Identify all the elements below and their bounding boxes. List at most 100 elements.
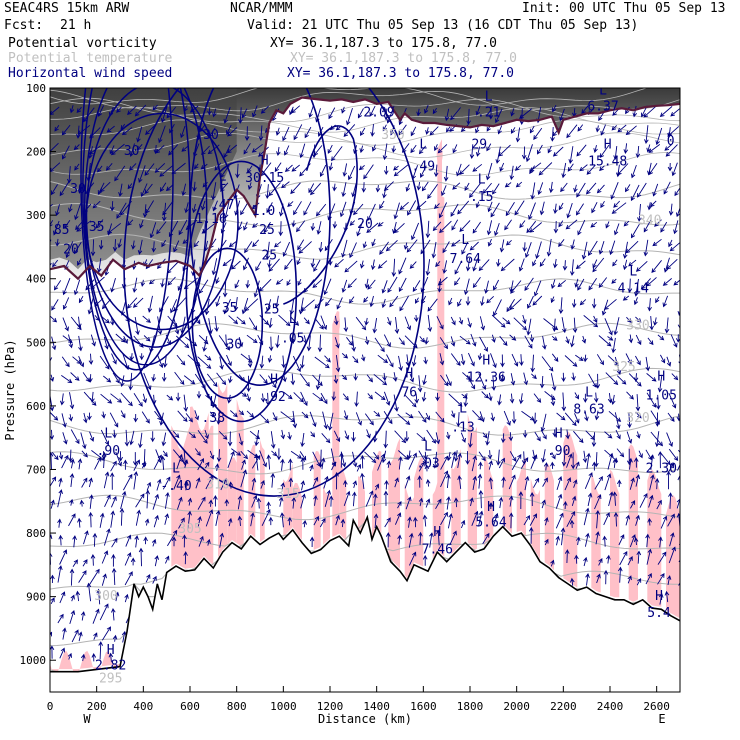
wind-vector [418, 497, 424, 507]
wind-vector [464, 182, 470, 192]
wind-vector [296, 258, 301, 266]
wind-vector [50, 597, 55, 605]
wind-vector [147, 295, 153, 313]
wind-vector [523, 514, 530, 526]
wind-vector [134, 317, 140, 336]
field-label: H [433, 525, 441, 540]
wind-vector [124, 593, 129, 603]
wind-vector [571, 372, 576, 382]
wind-vector [654, 477, 660, 490]
wind-vector [54, 125, 60, 132]
wind-vector [175, 335, 190, 349]
wind-vector [88, 374, 93, 383]
wind-vector [560, 182, 568, 193]
field-label: L [478, 172, 486, 187]
wind-vector [575, 461, 580, 469]
wind-vector [648, 144, 661, 153]
wind-vector [73, 241, 82, 255]
y-tick-label: 100 [26, 82, 46, 95]
wind-vector [403, 242, 409, 250]
wind-vector [314, 318, 324, 330]
wind-vector [151, 241, 157, 253]
wind-vector [463, 278, 470, 296]
wind-vector [153, 454, 162, 470]
wind-vector [110, 393, 123, 403]
rh-patch-13 [339, 457, 347, 541]
wind-vector [646, 144, 651, 153]
wind-vector [150, 431, 155, 443]
wind-vector [484, 280, 489, 294]
wind-vector [435, 432, 441, 445]
wind-vector [425, 259, 431, 276]
field-label: 25 [264, 303, 280, 318]
wind-vector [643, 219, 652, 233]
field-label: L [209, 395, 217, 410]
wind-vector [668, 546, 676, 564]
wind-vector [465, 257, 471, 272]
theta-contour-18 [50, 89, 680, 112]
field-label: .92 [262, 390, 285, 405]
wind-vector [588, 240, 598, 256]
wind-vector [240, 450, 249, 460]
wind-vector [603, 569, 609, 585]
wind-vector [119, 507, 125, 526]
wind-vector [246, 165, 253, 174]
wind-vector [103, 375, 112, 383]
wind-vector [143, 536, 148, 545]
wind-vector [283, 145, 290, 156]
wind-vector [497, 394, 502, 406]
field-label: .21 [477, 106, 500, 121]
wind-vector [97, 105, 105, 117]
speed-contour-core-1 [185, 160, 298, 423]
wind-vector [109, 412, 119, 428]
wind-vector [377, 222, 384, 227]
wind-vector [144, 518, 150, 526]
wind-vector [270, 472, 276, 488]
wind-vector [598, 277, 608, 288]
wind-vector [622, 259, 628, 271]
wind-vector [102, 451, 107, 469]
wind-vector [94, 456, 102, 470]
wind-vector [575, 536, 581, 546]
wind-vector [99, 603, 109, 621]
wind-vector [397, 500, 402, 509]
wind-vector [646, 277, 657, 287]
field-label: 30 [226, 338, 242, 353]
wind-vector [255, 261, 262, 272]
wind-vector [564, 412, 577, 427]
wind-vector [628, 259, 637, 267]
wind-vector [142, 315, 151, 323]
wind-vector [604, 473, 612, 491]
wind-vector [411, 222, 420, 241]
wind-vector [636, 577, 642, 586]
wind-vector [570, 452, 576, 470]
wind-vector [575, 260, 586, 270]
field-label: H [487, 500, 495, 515]
wind-vector [90, 239, 96, 257]
wind-vector [268, 258, 280, 272]
wind-vector [477, 353, 483, 361]
rh-patch-23 [502, 425, 512, 534]
wind-vector [161, 239, 166, 248]
field-label: H [604, 137, 612, 152]
wind-vector [501, 476, 506, 488]
wind-vector [244, 298, 259, 312]
wind-vector [466, 375, 476, 390]
wind-vector [587, 492, 593, 507]
wind-vector [341, 182, 347, 198]
field-label: H [107, 643, 115, 658]
wind-vector [191, 203, 197, 214]
wind-vector [544, 391, 556, 401]
field-label: 320 [626, 411, 649, 426]
wind-vector [287, 431, 292, 441]
wind-vector [593, 315, 598, 324]
wind-vector [460, 519, 466, 529]
wind-vector [178, 517, 185, 529]
wind-vector [309, 536, 315, 548]
wind-vector [195, 477, 201, 489]
field-label: 295 [99, 672, 122, 687]
wind-vector [82, 372, 91, 383]
wind-vector [671, 162, 678, 177]
wind-vector [506, 299, 515, 313]
wind-vector [610, 394, 616, 406]
